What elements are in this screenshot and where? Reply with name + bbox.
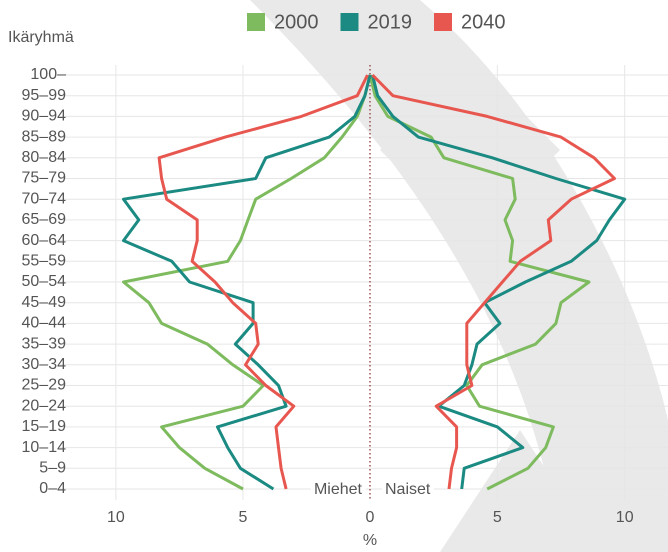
x-axis-title: % (363, 532, 377, 549)
side-label: Naiset (385, 481, 431, 498)
y-axis-title: Ikäryhmä (8, 29, 74, 46)
y-tick-label: 5–9 (39, 460, 66, 477)
y-tick-label: 60–64 (22, 232, 67, 249)
y-tick-label: 30–34 (22, 356, 67, 373)
x-tick-label: 5 (238, 509, 247, 526)
y-tick-label: 25–29 (22, 377, 67, 394)
y-tick-label: 90–94 (22, 108, 67, 125)
line-women (368, 74, 591, 491)
x-tick-label: 0 (366, 509, 375, 526)
y-tick-label: 95–99 (22, 87, 67, 104)
line-men (122, 74, 372, 491)
x-tick-label: 10 (616, 509, 634, 526)
x-tick-label: 5 (493, 509, 502, 526)
watermark (250, 0, 668, 552)
legend-label: 2040 (461, 11, 506, 33)
y-tick-label: 50–54 (22, 273, 67, 290)
y-tick-label: 10–14 (22, 439, 67, 456)
y-tick-label: 20–24 (22, 397, 67, 414)
y-tick-label: 15–19 (22, 418, 67, 435)
line-women (371, 74, 627, 490)
line-women (371, 73, 616, 490)
y-tick-label: 45–49 (22, 294, 67, 311)
label-bg (310, 480, 366, 500)
legend-label: 2019 (368, 11, 413, 33)
y-tick-label: 35–39 (22, 335, 67, 352)
legend-swatch (434, 13, 452, 31)
y-tick-label: 100– (30, 66, 66, 83)
legend-label: 2000 (274, 11, 319, 33)
y-tick-label: 80–84 (22, 149, 67, 166)
line-men (157, 74, 369, 490)
y-tick-label: 70–74 (22, 190, 67, 207)
y-tick-label: 65–69 (22, 211, 67, 228)
label-bg (382, 480, 434, 500)
line-men (122, 74, 372, 491)
side-label: Miehet (314, 481, 363, 498)
legend-swatch (340, 13, 359, 31)
y-tick-label: 40–44 (22, 315, 67, 332)
y-tick-label: 55–59 (22, 253, 67, 270)
legend-swatch (247, 13, 265, 31)
y-tick-label: 0–4 (39, 480, 66, 497)
y-tick-label: 85–89 (22, 128, 67, 145)
y-tick-label: 75–79 (22, 170, 67, 187)
x-tick-label: 10 (107, 509, 125, 526)
